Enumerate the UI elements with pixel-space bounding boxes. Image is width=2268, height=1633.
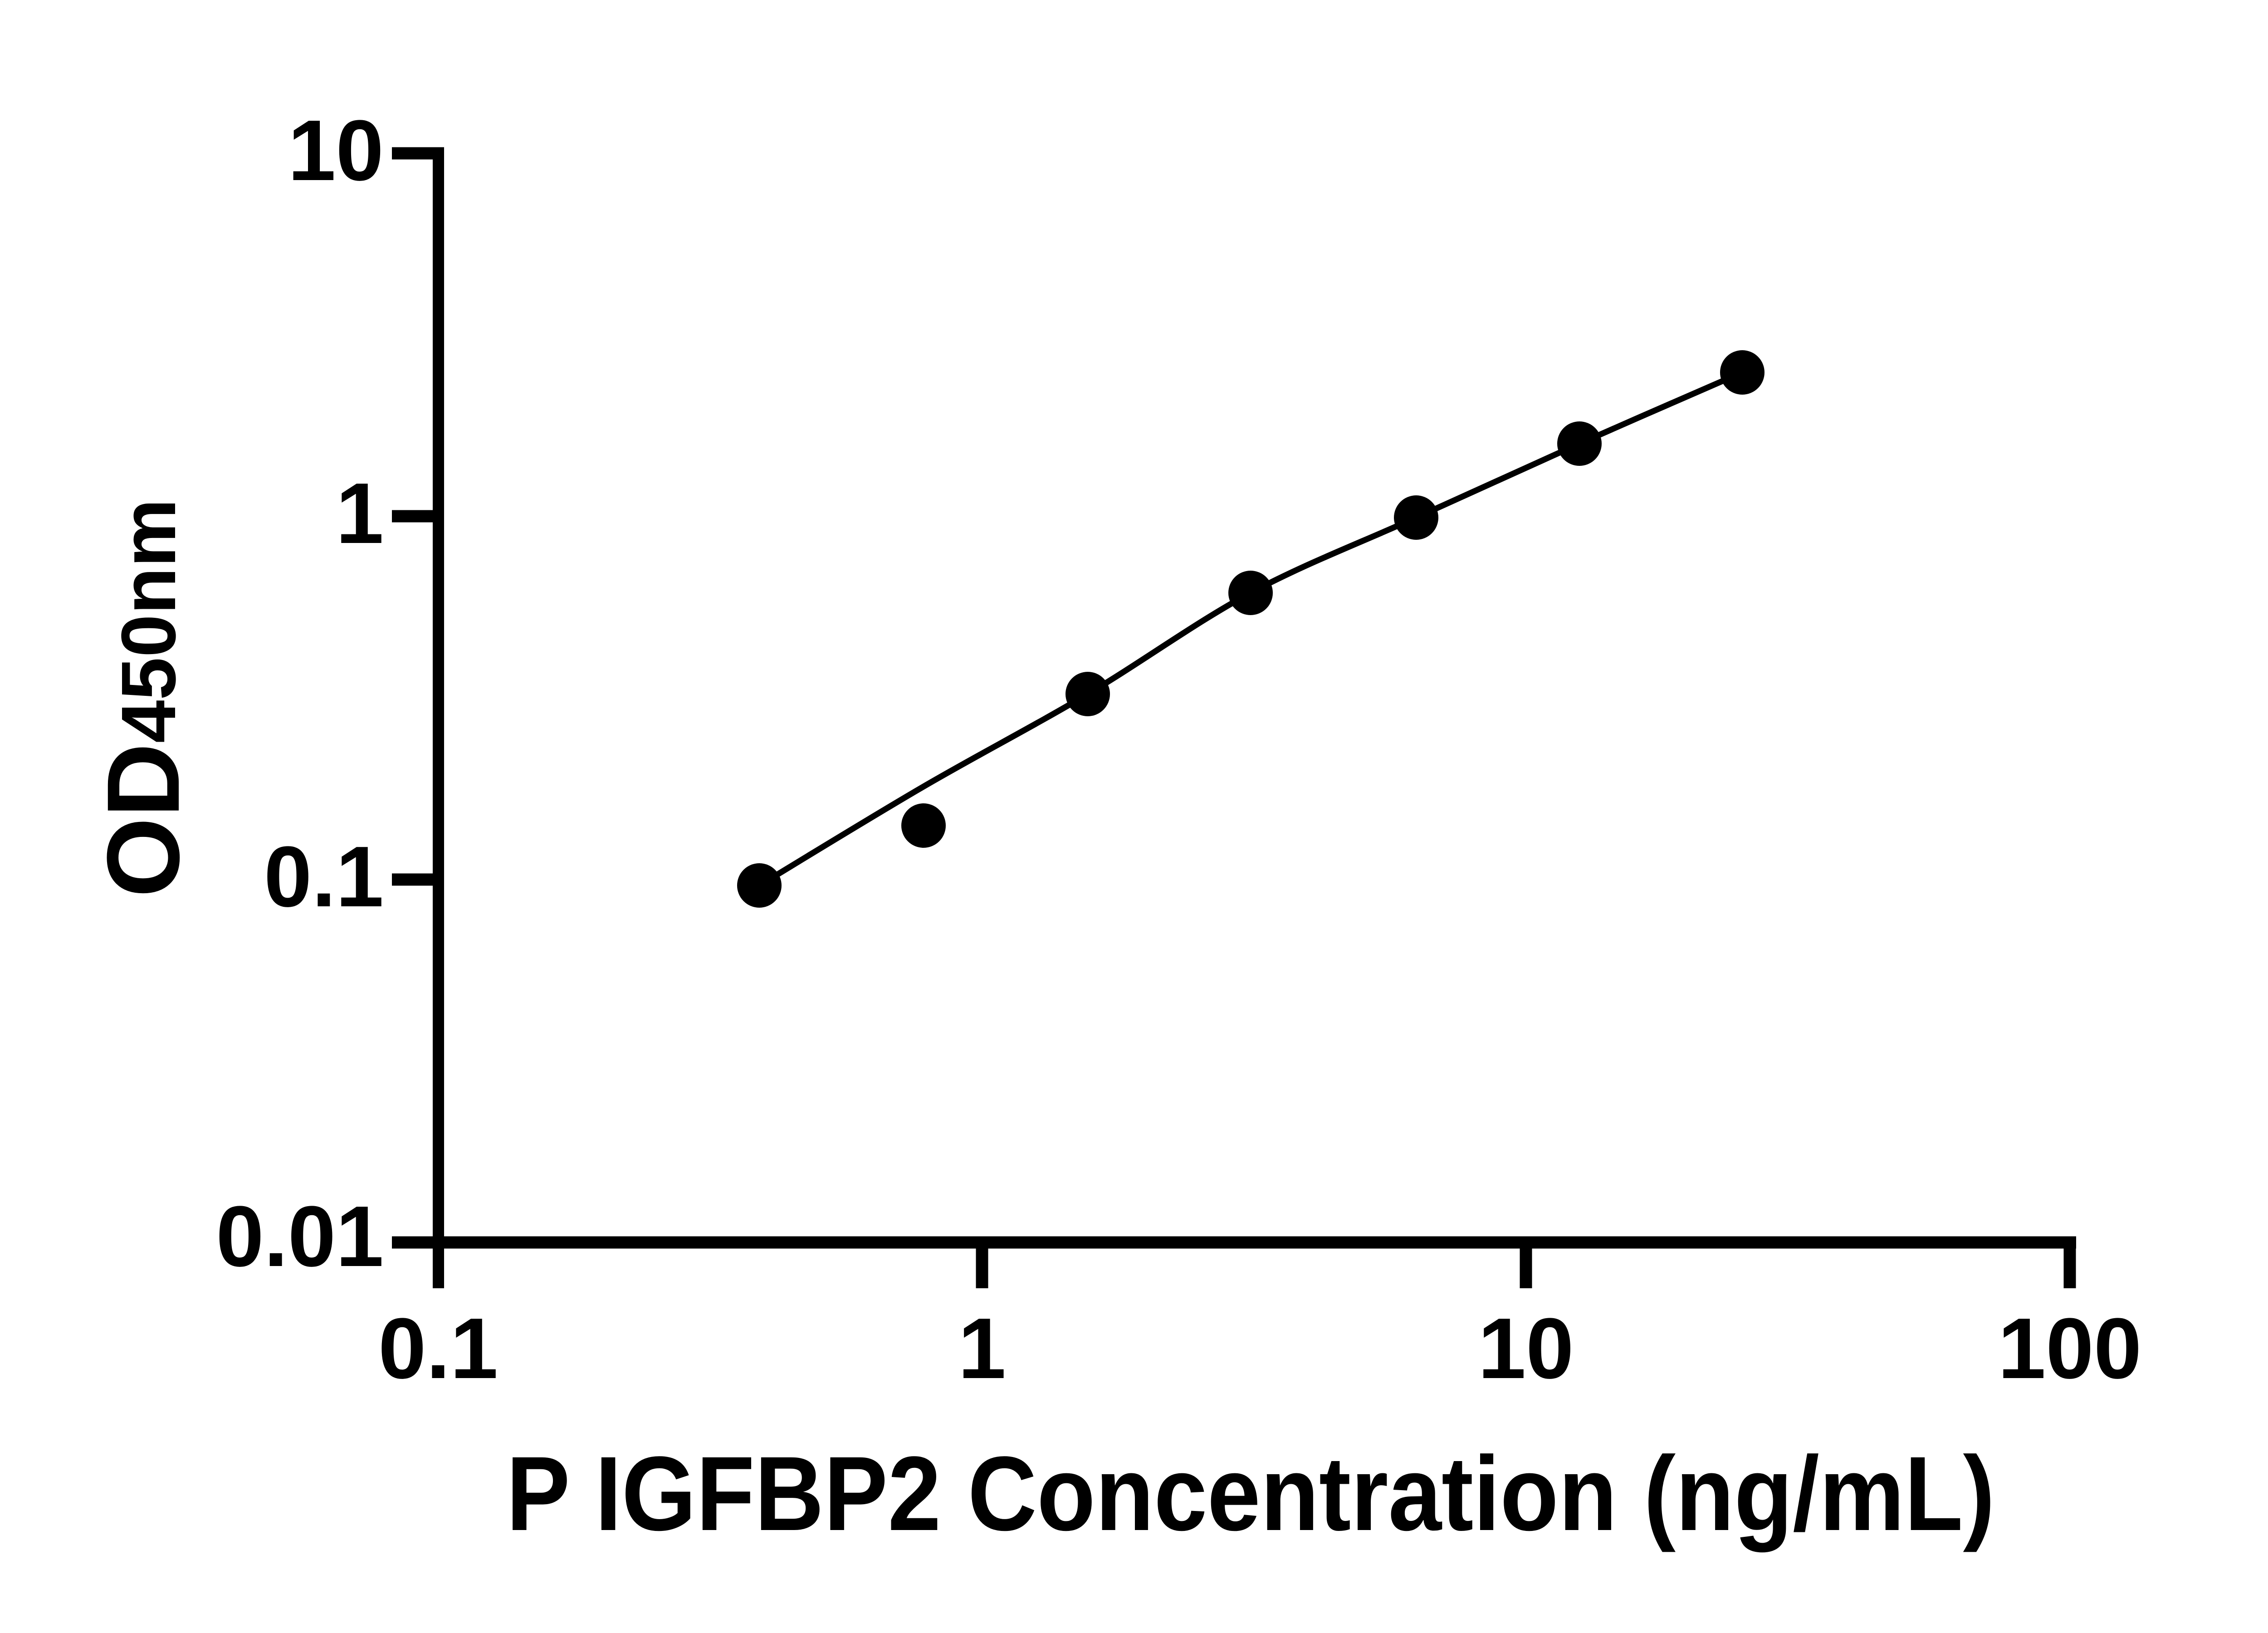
- svg-text:10: 10: [1478, 1301, 1574, 1397]
- svg-text:P IGFBP2 Concentration (ng/mL): P IGFBP2 Concentration (ng/mL): [506, 1435, 1995, 1553]
- svg-text:OD450nm: OD450nm: [86, 499, 201, 897]
- svg-text:0.01: 0.01: [216, 1188, 384, 1285]
- svg-text:1: 1: [958, 1301, 1006, 1397]
- svg-text:1: 1: [336, 465, 384, 562]
- svg-text:0.1: 0.1: [378, 1301, 498, 1397]
- svg-text:10: 10: [288, 103, 384, 199]
- svg-text:0.1: 0.1: [264, 829, 384, 925]
- svg-text:100: 100: [1998, 1301, 2141, 1397]
